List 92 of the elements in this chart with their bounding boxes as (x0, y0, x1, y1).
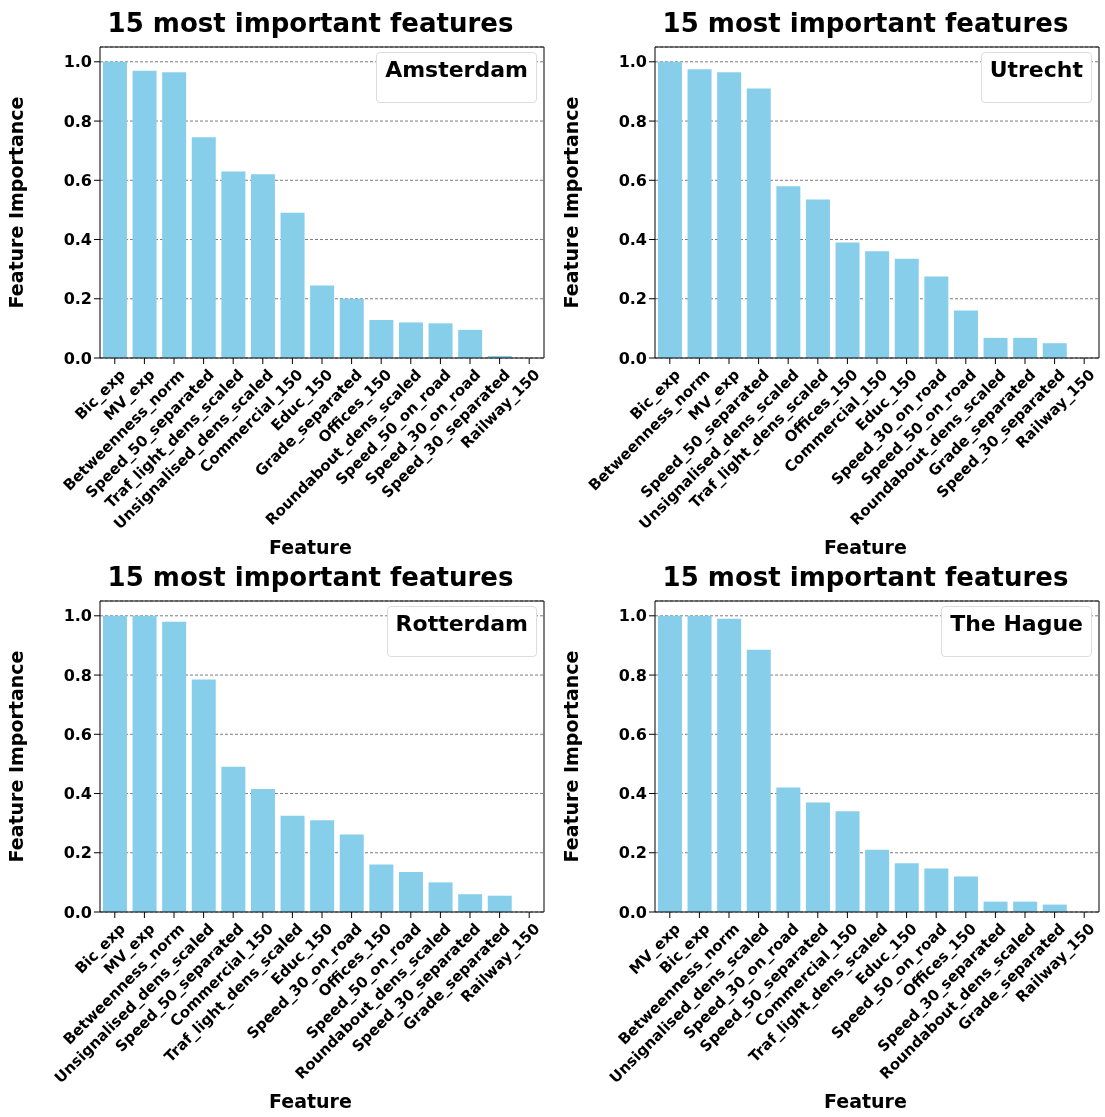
bar (398, 872, 423, 912)
bar (250, 789, 275, 912)
bar (865, 251, 890, 358)
y-tick-label: 0.2 (63, 289, 92, 309)
y-tick-label: 0.4 (63, 784, 92, 804)
chart-title: 15 most important features (661, 562, 1070, 592)
bar (746, 88, 771, 358)
bar (865, 849, 890, 912)
bar (191, 679, 216, 912)
bar (458, 329, 483, 358)
bar (369, 320, 394, 358)
bar (162, 72, 187, 358)
chart-title: 15 most important features (106, 562, 515, 592)
bar (805, 802, 830, 912)
y-axis-title: Feature Importance (4, 96, 27, 309)
bar (428, 882, 453, 912)
bar (983, 337, 1008, 358)
y-tick-label: 1.0 (63, 52, 92, 72)
bar (191, 137, 216, 358)
bar (369, 864, 394, 912)
bar (280, 212, 305, 358)
bar (687, 69, 712, 358)
bar (250, 174, 275, 358)
y-tick-label: 0.0 (63, 348, 92, 368)
bar (953, 876, 978, 912)
y-axis-title: Feature Importance (559, 650, 582, 863)
bar (835, 811, 860, 912)
chart-title: 15 most important features (106, 8, 515, 38)
bar (1042, 343, 1067, 358)
bar (398, 322, 423, 358)
y-tick-label: 1.0 (618, 52, 647, 72)
bar (894, 258, 919, 358)
bar (1013, 337, 1038, 358)
bar (657, 615, 682, 912)
y-tick-label: 0.8 (63, 111, 92, 131)
bar (102, 615, 127, 912)
y-tick-label: 0.2 (618, 843, 647, 863)
bar (805, 199, 830, 358)
bar (487, 895, 512, 912)
y-tick-label: 0.4 (618, 784, 647, 804)
y-tick-label: 0.8 (63, 665, 92, 685)
bar (746, 649, 771, 912)
y-tick-label: 0.6 (63, 724, 92, 744)
x-axis-title: Feature (823, 536, 908, 558)
x-axis-title: Feature (823, 1090, 908, 1112)
bar (717, 618, 742, 912)
y-tick-label: 0.0 (618, 348, 647, 368)
x-axis-title: Feature (268, 536, 353, 558)
y-tick-label: 0.2 (618, 289, 647, 309)
bar (132, 615, 157, 912)
annotation: Amsterdam (385, 57, 528, 82)
bar (339, 834, 364, 912)
y-tick-label: 0.4 (63, 230, 92, 250)
bar (310, 820, 335, 912)
y-tick-label: 0.0 (618, 902, 647, 922)
y-tick-label: 1.0 (63, 606, 92, 626)
bar (221, 171, 246, 358)
y-tick-label: 0.2 (63, 843, 92, 863)
annotation: Rotterdam (395, 611, 528, 636)
bar (657, 61, 682, 358)
y-tick-label: 0.6 (618, 724, 647, 744)
y-tick-label: 0.4 (618, 230, 647, 250)
y-tick-label: 0.6 (63, 170, 92, 190)
x-axis-title: Feature (268, 1090, 353, 1112)
bar (162, 621, 187, 912)
bar (310, 285, 335, 358)
bar (221, 766, 246, 912)
y-tick-label: 0.8 (618, 111, 647, 131)
bar (776, 186, 801, 358)
bar (132, 70, 157, 358)
bar (339, 298, 364, 358)
y-axis-title: Feature Importance (559, 96, 582, 309)
bar (924, 868, 949, 912)
bar (458, 894, 483, 912)
bar (894, 863, 919, 912)
chart-title: 15 most important features (661, 8, 1070, 38)
annotation: Utrecht (989, 57, 1083, 82)
bar (280, 815, 305, 912)
bar (428, 323, 453, 358)
bar (924, 276, 949, 358)
annotation: The Hague (950, 611, 1083, 636)
y-axis-title: Feature Importance (4, 650, 27, 863)
bar (953, 310, 978, 358)
y-tick-label: 1.0 (618, 606, 647, 626)
y-tick-label: 0.0 (63, 902, 92, 922)
bar (835, 242, 860, 358)
bar (102, 61, 127, 358)
bar (687, 615, 712, 912)
y-tick-label: 0.6 (618, 170, 647, 190)
bar (717, 72, 742, 358)
bar (776, 787, 801, 912)
y-tick-label: 0.8 (618, 665, 647, 685)
